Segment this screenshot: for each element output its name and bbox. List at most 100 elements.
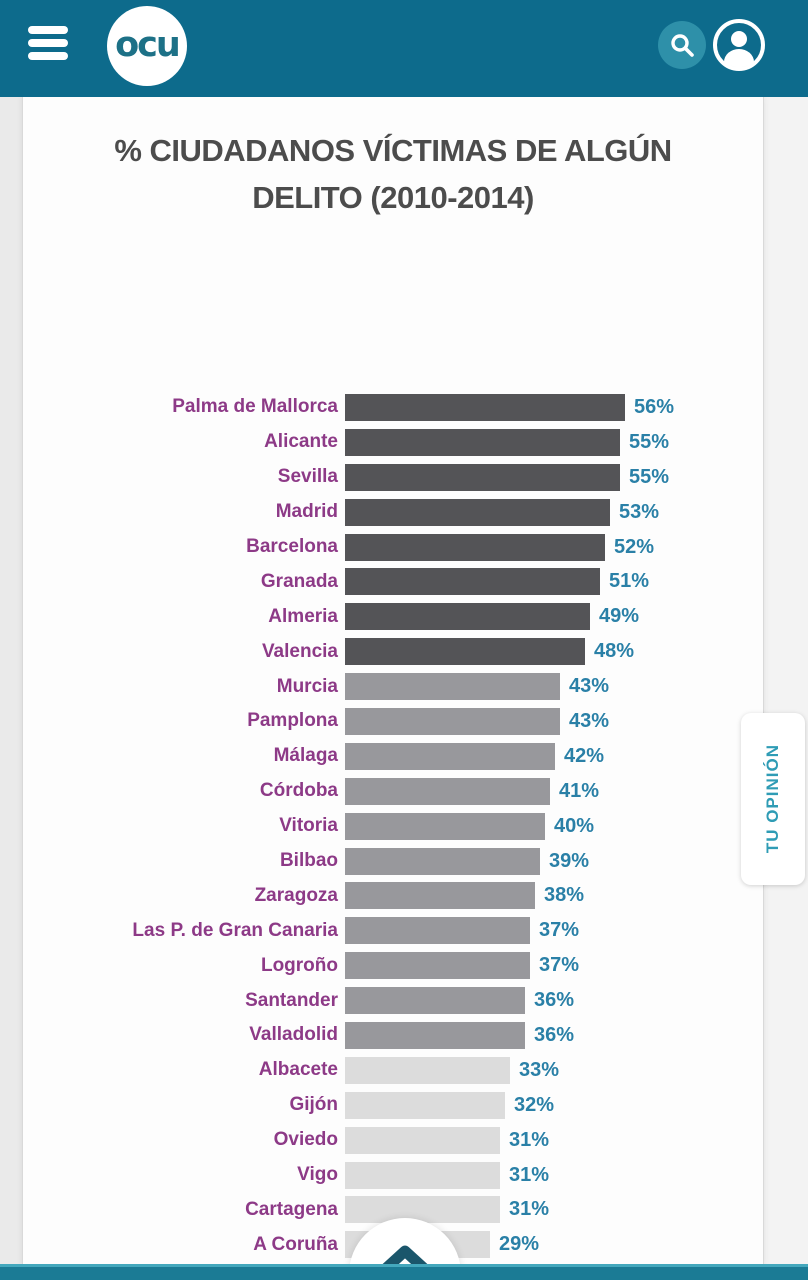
chart-row: Vitoria 40% <box>23 809 763 844</box>
bar-label: Vitoria <box>279 815 338 837</box>
bar <box>345 1161 500 1189</box>
bar-label: Málaga <box>273 745 338 767</box>
chart-row: Bilbao 39% <box>23 844 763 879</box>
bar <box>345 428 620 456</box>
tu-opinion-tab[interactable]: TU OPINIÓN <box>741 713 805 885</box>
chart-row: Córdoba 41% <box>23 774 763 809</box>
bar <box>345 812 545 840</box>
bar-label: Palma de Mallorca <box>172 396 338 418</box>
bar-label: Santander <box>245 989 338 1011</box>
bar-label: Gijón <box>289 1094 338 1116</box>
account-button[interactable] <box>712 18 766 72</box>
chart-row: Valladolid 36% <box>23 1018 763 1053</box>
bar <box>345 1196 500 1224</box>
ocu-logo[interactable]: ocu <box>107 6 187 86</box>
chart-row: Vigo 31% <box>23 1158 763 1193</box>
bar-label: Valladolid <box>249 1024 338 1046</box>
tu-opinion-label: TU OPINIÓN <box>763 744 782 854</box>
bar-value: 31% <box>509 1198 550 1221</box>
page-title-line1: % CIUDADANOS VÍCTIMAS DE ALGÚN <box>114 133 672 168</box>
bar-label: Valencia <box>261 640 338 662</box>
bar <box>345 603 590 631</box>
bar-label: Cartagena <box>245 1198 338 1220</box>
bar-label: Madrid <box>275 501 338 523</box>
bar-value: 55% <box>629 465 670 488</box>
bar <box>345 987 525 1015</box>
bar <box>345 707 560 735</box>
bar-label: Barcelona <box>246 536 338 557</box>
bar <box>345 1126 500 1154</box>
chart-row: Barcelona 52% <box>23 530 763 565</box>
bar-value: 36% <box>534 1023 575 1046</box>
page-title-line2: DELITO (2010-2014) <box>252 180 534 215</box>
bar-label: Las P. de Gran Canaria <box>132 919 338 941</box>
bar-label: Almeria <box>268 605 338 627</box>
person-icon <box>713 19 765 71</box>
bar-value: 37% <box>539 954 580 977</box>
bar-label: Córdoba <box>259 780 338 802</box>
search-button[interactable] <box>658 21 706 69</box>
bar <box>345 638 585 666</box>
bar-label: Alicante <box>264 431 338 453</box>
page-title: % CIUDADANOS VÍCTIMAS DE ALGÚN DELITO (2… <box>23 127 763 221</box>
chart-row: Zaragoza 38% <box>23 878 763 913</box>
bar-label: Albacete <box>258 1059 338 1081</box>
bar-value: 37% <box>539 919 580 942</box>
bar-value: 43% <box>569 675 610 698</box>
bar-value: 51% <box>609 570 650 593</box>
bar <box>345 742 555 770</box>
bar-value: 41% <box>559 779 600 802</box>
bar-value: 33% <box>519 1058 560 1081</box>
bar-value: 38% <box>544 884 585 907</box>
bar-label: Zaragoza <box>254 884 338 906</box>
ocu-logo-text: ocu <box>115 25 181 65</box>
bar-label: Oviedo <box>273 1129 338 1151</box>
page-left-gutter <box>0 97 22 1280</box>
content-card: % CIUDADANOS VÍCTIMAS DE ALGÚN DELITO (2… <box>22 97 764 1266</box>
bar-value: 48% <box>594 640 635 663</box>
bar-label: Granada <box>260 570 338 592</box>
chart-row: Las P. de Gran Canaria 37% <box>23 913 763 948</box>
bar-value: 43% <box>569 709 610 732</box>
bar <box>345 533 605 561</box>
chart-row: Logroño 37% <box>23 948 763 983</box>
bar <box>345 917 530 945</box>
bar <box>345 568 600 596</box>
bar-value: 56% <box>634 395 675 418</box>
bar-value: 39% <box>549 849 590 872</box>
bar-chart: Palma de Mallorca 56% Alicante 55% Sevilla 55… <box>23 390 763 1262</box>
chart-row: Santander 36% <box>23 983 763 1018</box>
chart-row: Sevilla 55% <box>23 460 763 495</box>
bar-value: 29% <box>499 1233 540 1256</box>
chart-row: Gijón 32% <box>23 1088 763 1123</box>
footer-bar <box>0 1264 808 1280</box>
bar <box>345 1056 510 1084</box>
bar <box>345 498 610 526</box>
chart-row: Albacete 33% <box>23 1053 763 1088</box>
chart-row: Murcia 43% <box>23 669 763 704</box>
chart-row: Almeria 49% <box>23 599 763 634</box>
bar <box>345 463 620 491</box>
chart-row: Alicante 55% <box>23 425 763 460</box>
bar <box>345 393 625 421</box>
chart-row: Pamplona 43% <box>23 704 763 739</box>
bar <box>345 847 540 875</box>
bar <box>345 777 550 805</box>
bar-value: 40% <box>554 814 595 837</box>
bar-label: Murcia <box>276 675 338 697</box>
bar <box>345 1091 505 1119</box>
chart-row: Granada 51% <box>23 564 763 599</box>
bar-value: 31% <box>509 1163 550 1186</box>
bar-value: 49% <box>599 605 640 628</box>
hamburger-menu-icon[interactable] <box>28 26 68 68</box>
bar-label: Sevilla <box>277 466 338 488</box>
chart-row: Valencia 48% <box>23 634 763 669</box>
bar-label: Pamplona <box>247 710 338 732</box>
bar <box>345 673 560 701</box>
bar-label: Logroño <box>260 954 338 976</box>
page-right-gutter <box>763 97 808 1280</box>
bar-value: 31% <box>509 1128 550 1151</box>
bar <box>345 882 535 910</box>
bar-label: Bilbao <box>279 850 338 872</box>
